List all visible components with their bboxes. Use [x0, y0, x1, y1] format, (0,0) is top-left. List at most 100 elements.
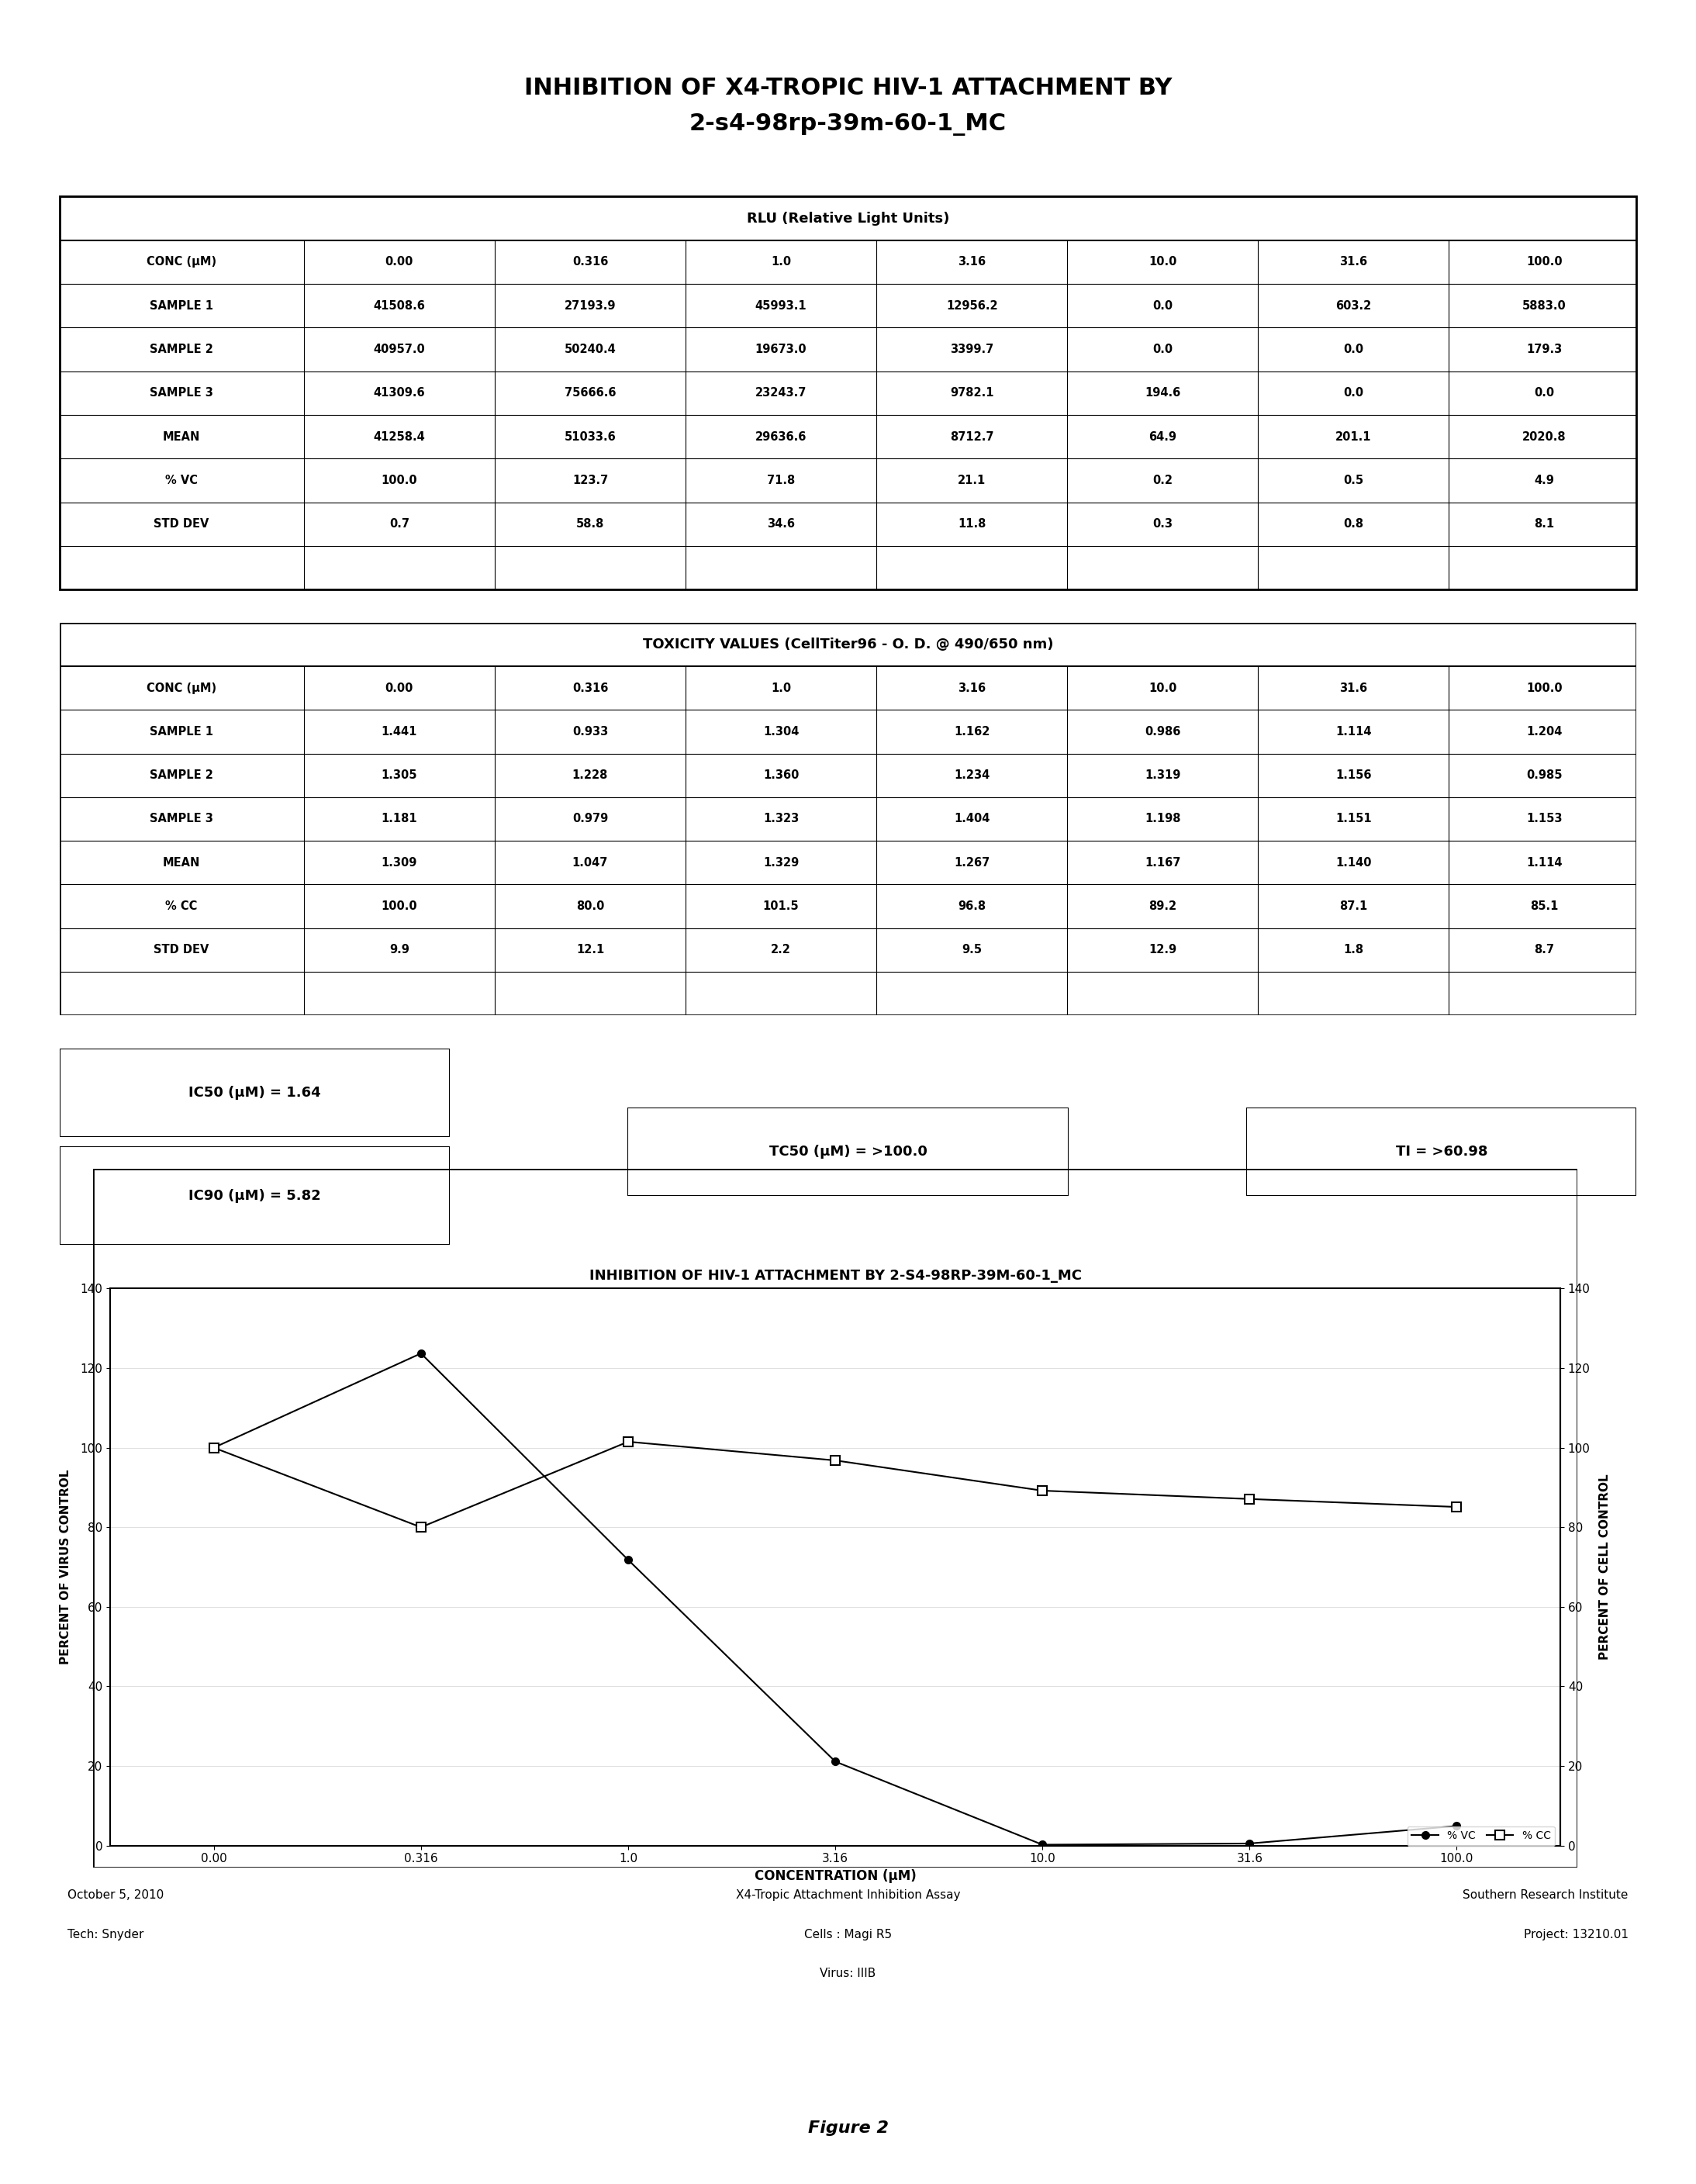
Text: Project: 13210.01: Project: 13210.01 [1523, 1928, 1628, 1939]
Text: 1.8: 1.8 [1343, 943, 1364, 957]
Text: 1.0: 1.0 [772, 681, 790, 695]
Y-axis label: PERCENT OF VIRUS CONTROL: PERCENT OF VIRUS CONTROL [59, 1470, 71, 1664]
Text: 12956.2: 12956.2 [946, 299, 997, 312]
Text: 8.1: 8.1 [1535, 518, 1555, 531]
Text: 1.234: 1.234 [953, 769, 990, 782]
Text: 0.00: 0.00 [385, 681, 414, 695]
Text: 3.16: 3.16 [958, 256, 985, 269]
Text: 194.6: 194.6 [1145, 387, 1180, 400]
Text: 1.162: 1.162 [953, 725, 990, 738]
Text: 1.323: 1.323 [763, 812, 799, 826]
Text: Southern Research Institute: Southern Research Institute [1462, 1889, 1628, 1900]
Text: 100.0: 100.0 [382, 474, 417, 487]
Text: 179.3: 179.3 [1526, 343, 1562, 356]
Text: SAMPLE 3: SAMPLE 3 [149, 812, 214, 826]
FancyBboxPatch shape [59, 197, 1637, 590]
Text: 1.441: 1.441 [382, 725, 417, 738]
Text: 0.316: 0.316 [572, 681, 609, 695]
Text: 1.140: 1.140 [1335, 856, 1372, 869]
Text: 5883.0: 5883.0 [1523, 299, 1567, 312]
Text: 0.316: 0.316 [572, 256, 609, 269]
Text: STD DEV: STD DEV [154, 518, 209, 531]
Text: 50240.4: 50240.4 [565, 343, 616, 356]
Title: INHIBITION OF HIV-1 ATTACHMENT BY 2-S4-98RP-39M-60-1_MC: INHIBITION OF HIV-1 ATTACHMENT BY 2-S4-9… [589, 1269, 1082, 1282]
Text: 8712.7: 8712.7 [950, 430, 994, 443]
Text: 21.1: 21.1 [958, 474, 985, 487]
Text: 100.0: 100.0 [382, 900, 417, 913]
Text: INHIBITION OF X4-TROPIC HIV-1 ATTACHMENT BY: INHIBITION OF X4-TROPIC HIV-1 ATTACHMENT… [524, 76, 1172, 98]
Text: 1.167: 1.167 [1145, 856, 1180, 869]
Text: 64.9: 64.9 [1148, 430, 1177, 443]
Text: 2-s4-98rp-39m-60-1_MC: 2-s4-98rp-39m-60-1_MC [689, 114, 1007, 135]
Y-axis label: PERCENT OF CELL CONTROL: PERCENT OF CELL CONTROL [1599, 1474, 1611, 1660]
Text: 603.2: 603.2 [1335, 299, 1372, 312]
Text: 0.3: 0.3 [1153, 518, 1172, 531]
Text: 10.0: 10.0 [1148, 256, 1177, 269]
Text: 1.181: 1.181 [382, 812, 417, 826]
Text: 201.1: 201.1 [1335, 430, 1372, 443]
Text: 27193.9: 27193.9 [565, 299, 616, 312]
Text: 100.0: 100.0 [1526, 681, 1562, 695]
Text: 3.16: 3.16 [958, 681, 985, 695]
Text: Virus: IIIB: Virus: IIIB [819, 1968, 877, 1979]
Text: 23243.7: 23243.7 [755, 387, 807, 400]
Text: 45993.1: 45993.1 [755, 299, 807, 312]
Text: SAMPLE 3: SAMPLE 3 [149, 387, 214, 400]
Text: X4-Tropic Attachment Inhibition Assay: X4-Tropic Attachment Inhibition Assay [736, 1889, 960, 1900]
Text: TOXICITY VALUES (CellTiter96 - O. D. @ 490/650 nm): TOXICITY VALUES (CellTiter96 - O. D. @ 4… [643, 638, 1053, 651]
Text: 2.2: 2.2 [772, 943, 790, 957]
Text: 0.8: 0.8 [1343, 518, 1364, 531]
Text: 0.933: 0.933 [572, 725, 609, 738]
Text: 29636.6: 29636.6 [755, 430, 807, 443]
Text: 123.7: 123.7 [572, 474, 609, 487]
Text: 1.228: 1.228 [572, 769, 609, 782]
Text: SAMPLE 1: SAMPLE 1 [149, 299, 214, 312]
Text: 85.1: 85.1 [1530, 900, 1559, 913]
Text: 1.267: 1.267 [953, 856, 990, 869]
Text: 100.0: 100.0 [1526, 256, 1562, 269]
Text: 0.979: 0.979 [572, 812, 609, 826]
Text: 31.6: 31.6 [1340, 681, 1367, 695]
Text: % CC: % CC [166, 900, 198, 913]
Text: MEAN: MEAN [163, 856, 200, 869]
Text: STD DEV: STD DEV [154, 943, 209, 957]
Text: MEAN: MEAN [163, 430, 200, 443]
Text: 1.329: 1.329 [763, 856, 799, 869]
Text: 40957.0: 40957.0 [373, 343, 426, 356]
Text: 41508.6: 41508.6 [373, 299, 426, 312]
Text: TC50 (μM) = >100.0: TC50 (μM) = >100.0 [768, 1144, 928, 1158]
Text: 71.8: 71.8 [767, 474, 795, 487]
Text: 1.309: 1.309 [382, 856, 417, 869]
Text: 0.00: 0.00 [385, 256, 414, 269]
Text: 0.0: 0.0 [1343, 343, 1364, 356]
Text: 101.5: 101.5 [763, 900, 799, 913]
Text: 0.0: 0.0 [1153, 343, 1174, 356]
Text: 3399.7: 3399.7 [950, 343, 994, 356]
Text: October 5, 2010: October 5, 2010 [68, 1889, 165, 1900]
Text: 0.985: 0.985 [1526, 769, 1562, 782]
Text: 80.0: 80.0 [577, 900, 604, 913]
Text: 9.5: 9.5 [962, 943, 982, 957]
Text: 1.114: 1.114 [1526, 856, 1562, 869]
Text: 1.360: 1.360 [763, 769, 799, 782]
Text: 0.2: 0.2 [1153, 474, 1172, 487]
Text: 41258.4: 41258.4 [373, 430, 426, 443]
Text: 1.319: 1.319 [1145, 769, 1180, 782]
Text: 9782.1: 9782.1 [950, 387, 994, 400]
Text: 1.304: 1.304 [763, 725, 799, 738]
Text: 2020.8: 2020.8 [1523, 430, 1567, 443]
Text: % VC: % VC [165, 474, 198, 487]
Text: 1.114: 1.114 [1335, 725, 1372, 738]
Text: Tech: Snyder: Tech: Snyder [68, 1928, 144, 1939]
Text: 0.5: 0.5 [1343, 474, 1364, 487]
Text: Figure 2: Figure 2 [807, 2121, 889, 2136]
Text: 1.305: 1.305 [382, 769, 417, 782]
Text: 1.0: 1.0 [772, 256, 790, 269]
Text: TI = >60.98: TI = >60.98 [1396, 1144, 1487, 1158]
Text: RLU (Relative Light Units): RLU (Relative Light Units) [746, 212, 950, 225]
Text: 8.7: 8.7 [1535, 943, 1555, 957]
Text: 58.8: 58.8 [577, 518, 604, 531]
Text: 87.1: 87.1 [1340, 900, 1367, 913]
Text: 1.156: 1.156 [1335, 769, 1372, 782]
Text: SAMPLE 2: SAMPLE 2 [149, 769, 214, 782]
